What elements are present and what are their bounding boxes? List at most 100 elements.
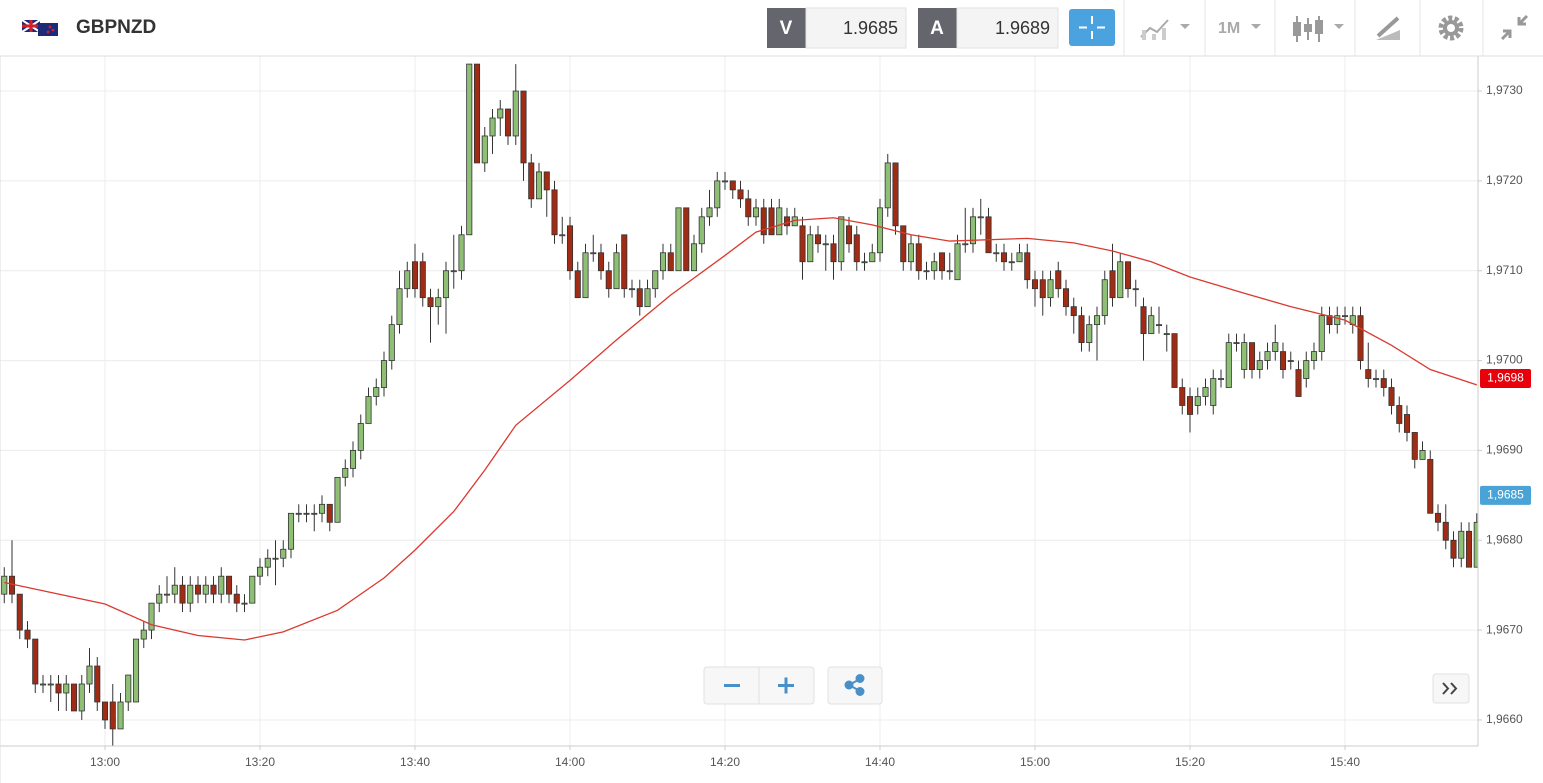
candle-body [1310,351,1318,361]
ask-label: A [930,18,944,39]
moving-average-line [4,217,1477,641]
candle-body [1016,252,1023,263]
candle-body [605,270,612,290]
candle-body [1465,530,1473,568]
candle-body [163,593,171,596]
candle-body [1070,306,1077,317]
candle-body [1372,378,1380,380]
y-tick-label: 1,9690 [1486,443,1523,457]
candle-body [1202,387,1209,397]
candle-body [504,108,512,137]
candle-body [590,252,597,255]
candle-body [94,665,101,703]
candle-body [442,270,450,299]
candle-body [1163,333,1170,336]
candle-body [1148,315,1155,335]
candle-body [404,270,411,290]
candle-body [318,503,326,514]
timeframe[interactable]: 1M [1218,20,1240,37]
y-tick-label: 1,9700 [1486,353,1523,367]
x-tick-label: 14:40 [865,755,895,769]
timeframe-button[interactable]: 1M [1218,20,1261,37]
candle-body [559,234,566,237]
crosshair-button[interactable] [1069,9,1115,46]
candle-body [427,297,434,308]
candle-body [512,90,519,137]
candle-body [706,207,713,218]
candle-body [1458,530,1465,559]
chart-type-button[interactable] [1140,19,1190,40]
candle-body [101,701,109,721]
candle-body [714,180,721,209]
candle-body [489,117,496,137]
candle-body [1403,414,1411,433]
candle-body [721,180,729,183]
candle-body [1093,315,1101,326]
candle-body [1179,387,1186,406]
candle-body [1024,252,1031,281]
candle-body [1055,270,1062,290]
candle-body [1233,342,1240,345]
candle-style-button[interactable] [1293,16,1344,42]
candle-body [1334,315,1341,326]
candle-body [117,701,124,730]
candle-body [690,243,698,272]
candle-body [125,674,132,703]
candle-body [1000,252,1008,263]
candle-body [1341,315,1349,318]
candle-body [892,162,899,227]
candle-body [745,198,752,218]
zoom-in-button[interactable] [778,677,794,694]
bid-box [805,7,907,49]
candle-body [450,270,457,273]
candle-body [388,324,395,361]
candle-body [659,252,667,272]
y-tick-label: 1,9730 [1486,83,1523,97]
candle-body [342,467,349,478]
candle-body [582,252,589,299]
drawing-tools-button[interactable] [1376,16,1400,40]
candle-body [1279,351,1287,370]
candle-body [1442,521,1449,541]
candle-body [311,512,318,515]
scroll-end-button[interactable] [1442,682,1458,695]
candle-body [838,216,845,263]
candle-body [326,503,333,523]
candle-body [419,261,426,299]
candle-body [303,512,310,515]
candle-body [396,288,403,326]
candle-body [280,548,287,559]
candle-body [78,683,85,712]
share-button[interactable] [844,674,865,696]
candle-body [1434,512,1442,523]
candle-body [86,665,93,685]
x-tick-label: 13:00 [90,755,120,769]
candle-body [830,243,837,263]
candle-body [783,216,791,227]
bid-label: V [780,18,793,39]
y-tick-label: 1,9670 [1486,622,1523,636]
x-tick-label: 14:20 [710,755,740,769]
candle-body [845,225,853,245]
candle-body [187,584,194,604]
candle-body [644,288,651,308]
candle-body [938,252,946,272]
candle-body [1124,261,1132,290]
candle-body [1419,450,1426,460]
candle-body [295,512,302,515]
y-tick-label: 1,9720 [1486,173,1523,187]
candle-body [380,360,388,388]
candle-body [1303,360,1310,379]
plot-area [1,63,1478,746]
settings-button[interactable] [1438,15,1464,41]
candle-body [969,216,977,245]
candle-body [411,261,419,290]
candle-body [1318,315,1325,352]
candle-body [24,629,31,640]
collapse-button[interactable] [1500,14,1529,41]
candle-body [884,162,891,209]
candle-body [1210,378,1217,406]
candle-body [1194,396,1201,406]
